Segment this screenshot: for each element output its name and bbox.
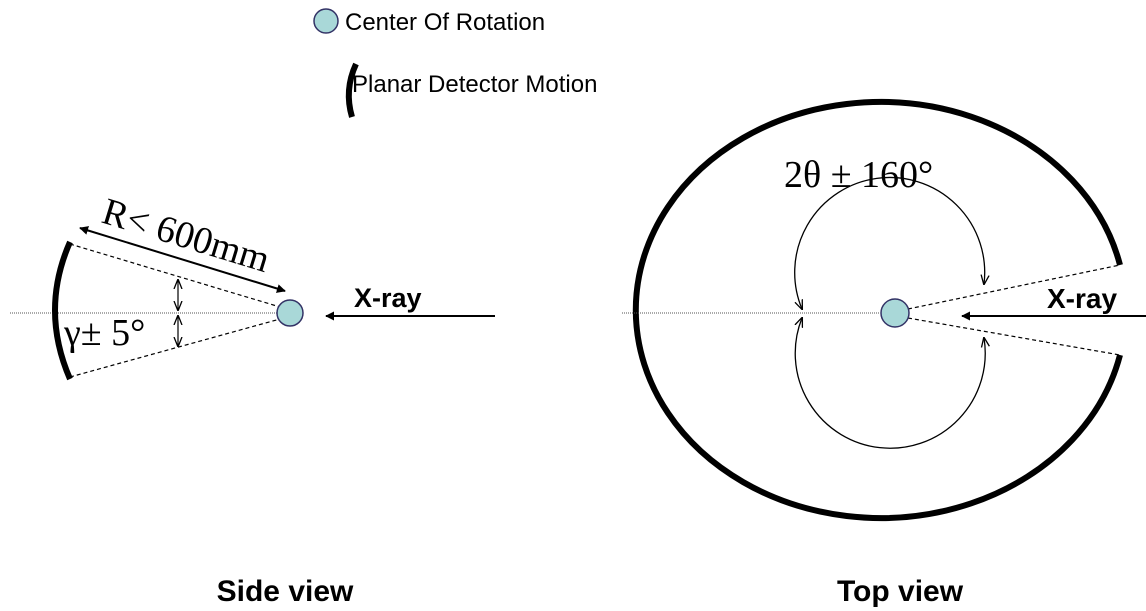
ray [69,318,281,378]
center [276,299,304,327]
tilt-label: γ± 5° [63,312,145,354]
center [880,298,910,328]
detector-ring [632,99,1123,521]
xray-label: X-ray [1047,283,1117,314]
radius-label: R< 600mm [97,190,274,281]
radius-arrow [79,226,286,293]
xray-label: X-ray [354,283,422,313]
legend-label: Planar Detector Motion [352,71,597,98]
angle-arc [794,176,985,309]
ray [907,317,1121,356]
caption: Top view [837,575,964,608]
angle-label: 2θ ± 160° [784,154,933,196]
legend-arc [345,62,359,118]
legend-circle [313,8,339,34]
angle-arc [795,318,985,449]
legend-label: Center Of Rotation [345,9,545,36]
caption: Side view [217,575,354,608]
detector-arc [52,240,73,381]
